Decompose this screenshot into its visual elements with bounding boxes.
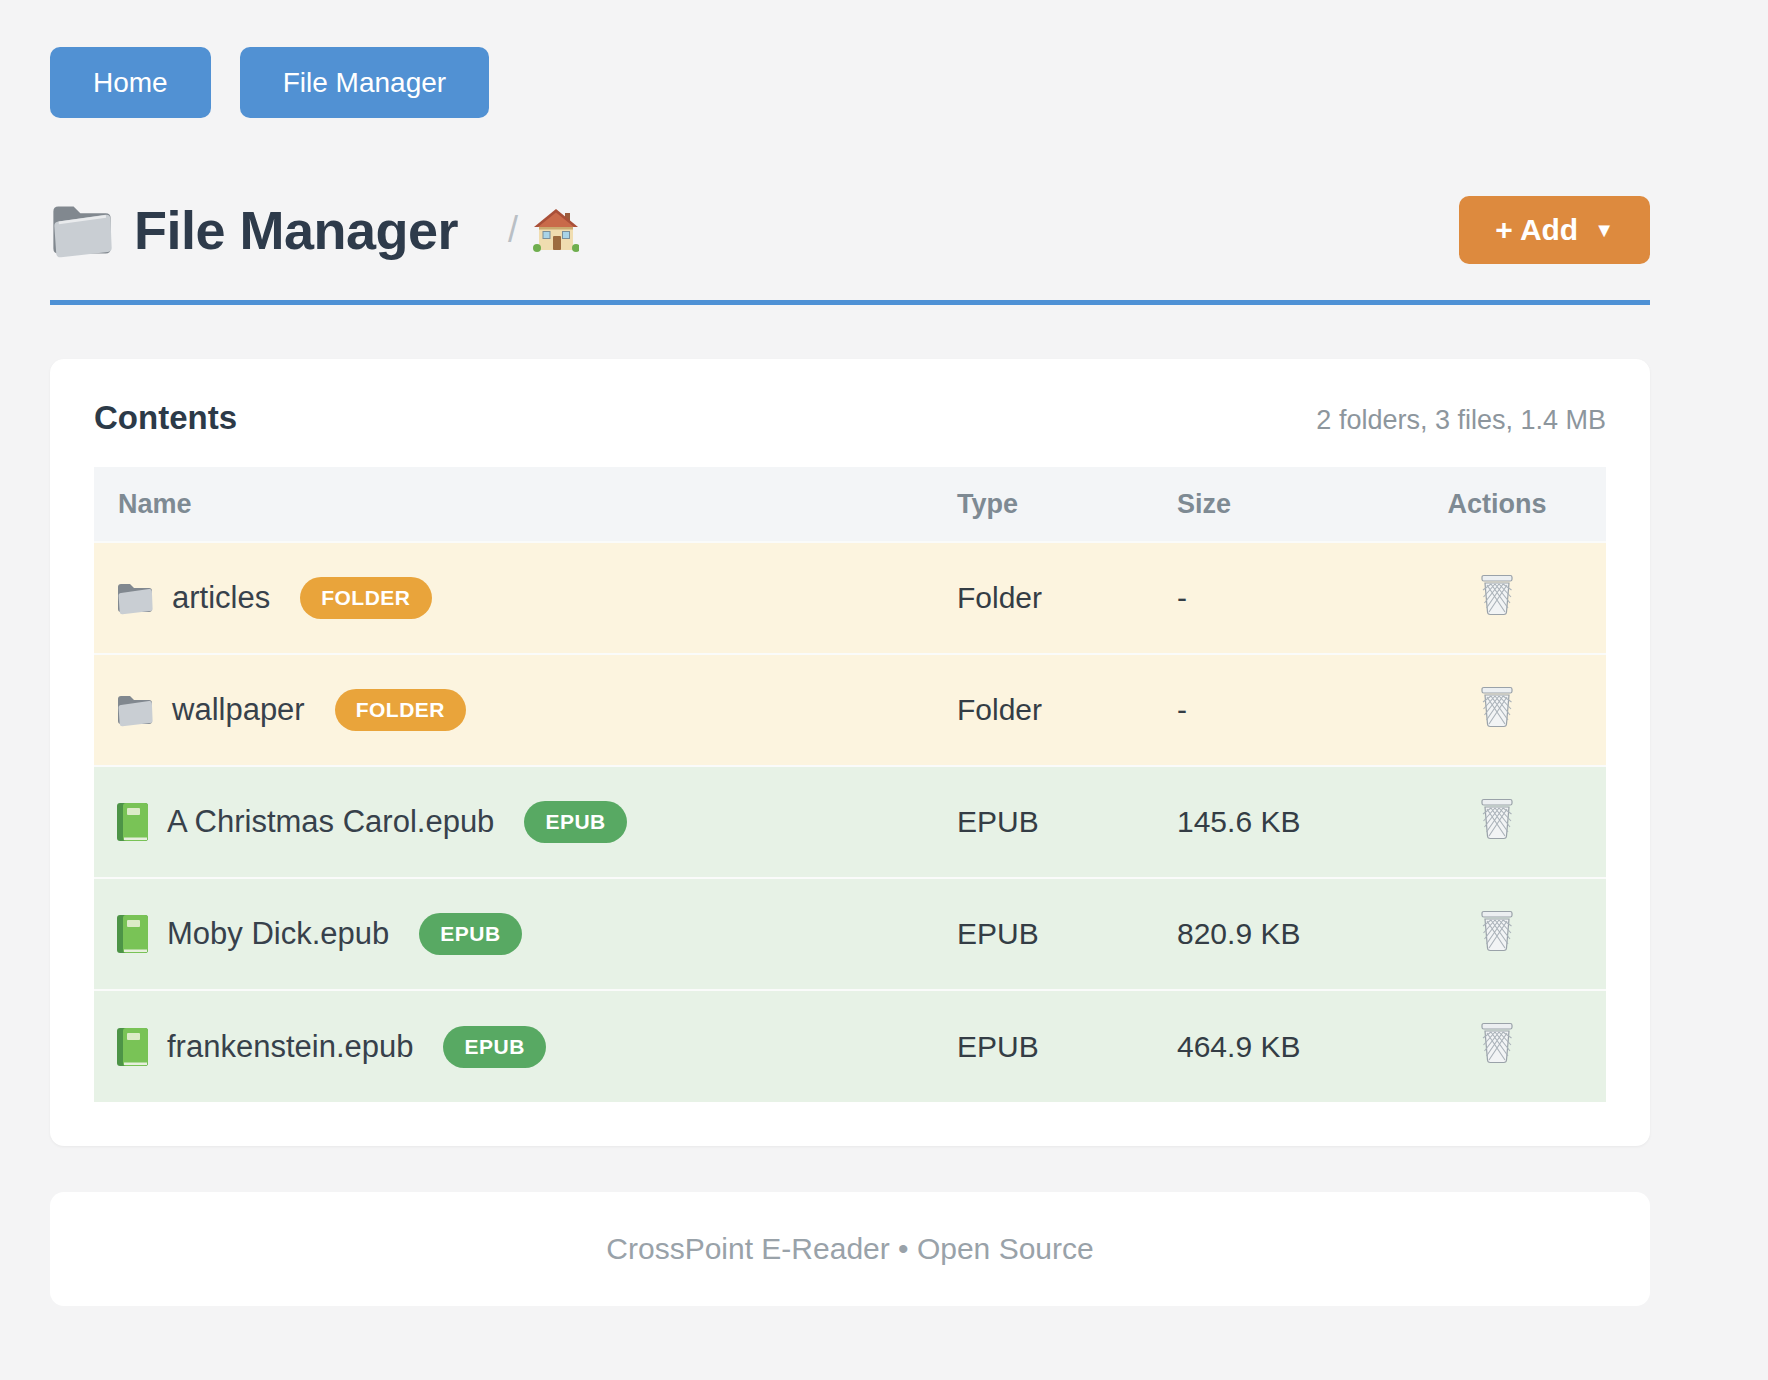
page-header: File Manager / — [50, 196, 1650, 264]
column-header-actions: Actions — [1388, 467, 1606, 542]
home-nav-button[interactable]: Home — [50, 47, 211, 118]
page-title: File Manager — [134, 199, 458, 261]
house-icon — [533, 208, 579, 252]
contents-card-header: Contents 2 folders, 3 files, 1.4 MB — [94, 399, 1606, 437]
size-cell: 145.6 KB — [1176, 766, 1388, 878]
folder-icon — [116, 581, 154, 615]
title-group: File Manager / — [50, 199, 579, 261]
green-book-icon — [116, 914, 149, 954]
table-row: articles FOLDER Folder - — [94, 542, 1606, 654]
size-cell: 464.9 KB — [1176, 990, 1388, 1102]
type-badge: EPUB — [443, 1026, 545, 1068]
trash-icon — [1479, 574, 1515, 616]
trash-icon — [1479, 686, 1515, 728]
page: Home File Manager File Manager / — [0, 0, 1768, 1306]
type-cell: EPUB — [956, 878, 1176, 990]
file-name-link[interactable]: A Christmas Carol.epub — [167, 804, 494, 840]
footer-card: CrossPoint E-Reader • Open Source — [50, 1192, 1650, 1306]
file-name-link[interactable]: articles — [172, 580, 270, 616]
size-cell: - — [1176, 654, 1388, 766]
delete-button[interactable] — [1479, 910, 1515, 952]
add-button-label: + Add — [1495, 213, 1578, 247]
footer-text: CrossPoint E-Reader • Open Source — [606, 1232, 1093, 1266]
trash-icon — [1479, 798, 1515, 840]
size-cell: 820.9 KB — [1176, 878, 1388, 990]
table-row: A Christmas Carol.epub EPUB EPUB 145.6 K… — [94, 766, 1606, 878]
table-row: wallpaper FOLDER Folder - — [94, 654, 1606, 766]
type-badge: FOLDER — [335, 689, 466, 731]
caret-down-icon: ▼ — [1594, 220, 1614, 240]
table-header-row: Name Type Size Actions — [94, 467, 1606, 542]
type-cell: Folder — [956, 654, 1176, 766]
column-header-name: Name — [94, 467, 956, 542]
breadcrumb-separator: / — [508, 209, 518, 251]
trash-icon — [1479, 1022, 1515, 1064]
delete-button[interactable] — [1479, 798, 1515, 840]
type-badge: FOLDER — [300, 577, 431, 619]
breadcrumb: / — [508, 208, 579, 252]
type-cell: EPUB — [956, 990, 1176, 1102]
column-header-size: Size — [1176, 467, 1388, 542]
table-row: Moby Dick.epub EPUB EPUB 820.9 KB — [94, 878, 1606, 990]
type-cell: Folder — [956, 542, 1176, 654]
trash-icon — [1479, 910, 1515, 952]
green-book-icon — [116, 802, 149, 842]
size-cell: - — [1176, 542, 1388, 654]
type-badge: EPUB — [419, 913, 521, 955]
file-name-link[interactable]: Moby Dick.epub — [167, 916, 389, 952]
file-manager-nav-button[interactable]: File Manager — [240, 47, 489, 118]
file-name-link[interactable]: wallpaper — [172, 692, 305, 728]
file-table: Name Type Size Actions — [94, 467, 1606, 1102]
contents-title: Contents — [94, 399, 237, 437]
delete-button[interactable] — [1479, 574, 1515, 616]
delete-button[interactable] — [1479, 686, 1515, 728]
file-name-link[interactable]: frankenstein.epub — [167, 1029, 413, 1065]
folder-icon — [50, 201, 114, 259]
header-divider — [50, 300, 1650, 305]
breadcrumb-home-link[interactable] — [533, 208, 579, 252]
contents-summary: 2 folders, 3 files, 1.4 MB — [1316, 405, 1606, 436]
column-header-type: Type — [956, 467, 1176, 542]
table-row: frankenstein.epub EPUB EPUB 464.9 KB — [94, 990, 1606, 1102]
top-nav: Home File Manager — [50, 0, 1650, 118]
delete-button[interactable] — [1479, 1022, 1515, 1064]
type-cell: EPUB — [956, 766, 1176, 878]
green-book-icon — [116, 1027, 149, 1067]
folder-icon — [116, 693, 154, 727]
add-button[interactable]: + Add ▼ — [1459, 196, 1650, 264]
type-badge: EPUB — [524, 801, 626, 843]
contents-card: Contents 2 folders, 3 files, 1.4 MB Name… — [50, 359, 1650, 1146]
